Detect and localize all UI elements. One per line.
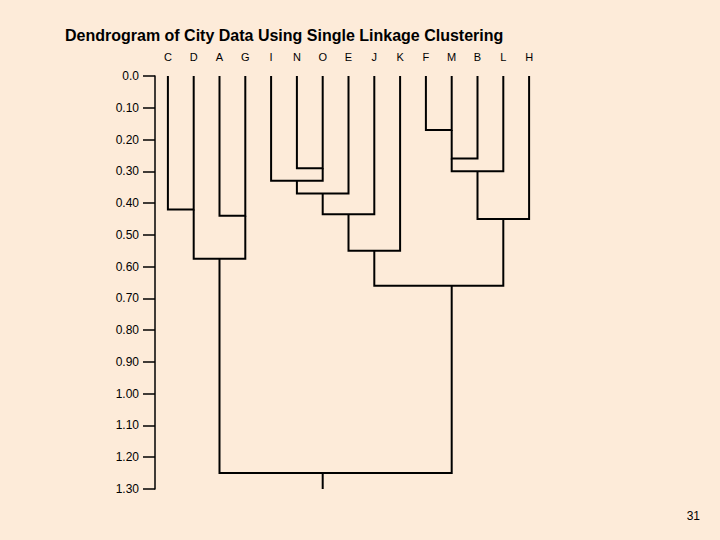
svg-text:0.90: 0.90 — [116, 355, 140, 369]
svg-text:1.00: 1.00 — [116, 387, 140, 401]
svg-text:0.70: 0.70 — [116, 291, 140, 305]
svg-text:1.30: 1.30 — [116, 482, 140, 496]
svg-text:J: J — [372, 51, 378, 63]
svg-text:31: 31 — [687, 509, 701, 523]
svg-text:M: M — [447, 51, 456, 63]
svg-text:L: L — [500, 51, 506, 63]
svg-text:H: H — [525, 51, 533, 63]
svg-text:1.10: 1.10 — [116, 418, 140, 432]
svg-text:G: G — [241, 51, 250, 63]
svg-text:A: A — [216, 51, 224, 63]
svg-text:F: F — [423, 51, 430, 63]
svg-text:O: O — [318, 51, 327, 63]
svg-text:0.30: 0.30 — [116, 164, 140, 178]
svg-text:0.80: 0.80 — [116, 323, 140, 337]
svg-text:E: E — [345, 51, 352, 63]
svg-text:N: N — [293, 51, 301, 63]
svg-text:D: D — [190, 51, 198, 63]
svg-text:Dendrogram of City Data Using: Dendrogram of City Data Using Single Lin… — [65, 27, 503, 44]
svg-text:0.50: 0.50 — [116, 228, 140, 242]
svg-text:B: B — [474, 51, 481, 63]
svg-text:I: I — [270, 51, 273, 63]
svg-text:0.10: 0.10 — [116, 101, 140, 115]
svg-text:0.20: 0.20 — [116, 133, 140, 147]
svg-text:K: K — [396, 51, 404, 63]
svg-text:0.0: 0.0 — [122, 69, 139, 83]
svg-text:C: C — [164, 51, 172, 63]
svg-text:0.60: 0.60 — [116, 260, 140, 274]
svg-text:1.20: 1.20 — [116, 450, 140, 464]
svg-text:0.40: 0.40 — [116, 196, 140, 210]
